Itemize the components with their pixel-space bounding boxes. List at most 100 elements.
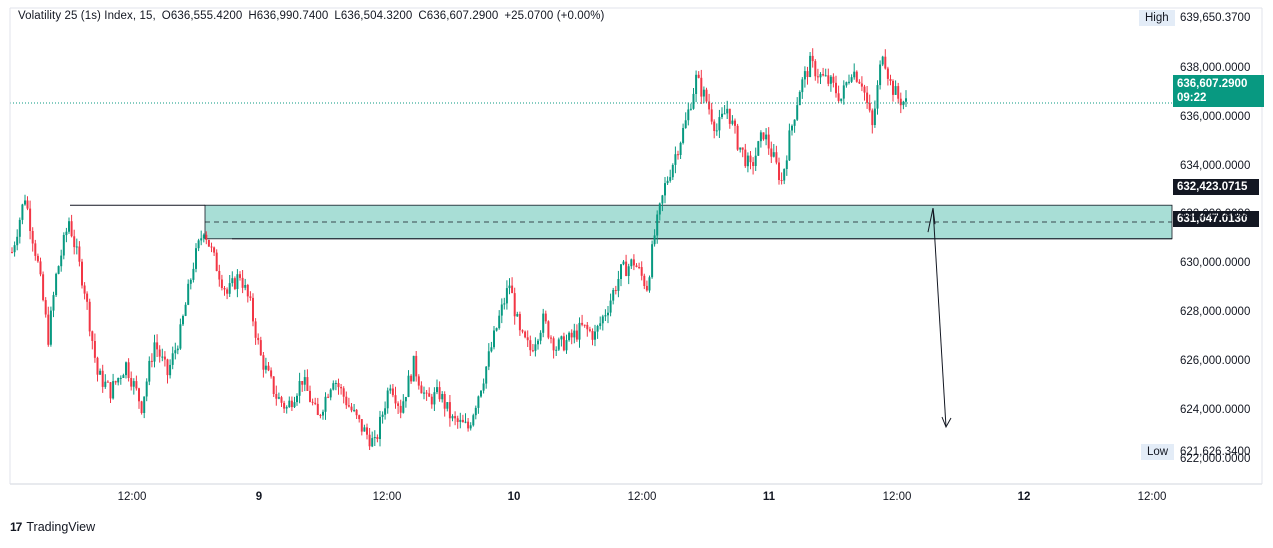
ohlc-legend: Volatility 25 (1s) Index, 15, O636,555.42…: [18, 10, 611, 22]
candle-body: [710, 109, 713, 122]
candle-body: [723, 113, 726, 115]
candle-body: [420, 385, 423, 394]
candle-body: [905, 98, 907, 102]
candle-body: [24, 200, 26, 205]
candle-body: [140, 401, 143, 413]
candle-body: [617, 279, 620, 291]
time-tick: 12:00: [117, 491, 147, 503]
candle-body: [280, 397, 283, 403]
candle-body: [119, 377, 122, 379]
candle-body: [550, 337, 552, 339]
candle-body: [816, 76, 819, 78]
candle-body: [358, 415, 361, 420]
candle-body: [438, 387, 441, 400]
candle-body: [886, 68, 889, 79]
high-value-label: 639,650.3700: [1180, 12, 1251, 24]
candle-body: [664, 183, 666, 196]
candle-body: [39, 261, 42, 275]
candle-body: [75, 246, 78, 248]
candle-body: [195, 248, 197, 269]
candle-body: [785, 160, 788, 169]
candle-body: [353, 409, 356, 411]
candle-body: [811, 55, 814, 62]
candle-body: [705, 89, 708, 102]
time-tick: 11: [762, 491, 776, 503]
time-tick: 12: [1017, 491, 1031, 503]
candle-body: [345, 396, 348, 406]
candle-body: [860, 83, 863, 87]
candle-body: [570, 332, 573, 338]
candle-body: [158, 349, 161, 357]
candle-body: [109, 382, 112, 399]
symbol-label: Volatility 25 (1s) Index, 15,: [18, 10, 156, 22]
candle-body: [309, 390, 311, 402]
candle-body: [824, 75, 827, 77]
candle-body: [627, 266, 630, 276]
candle-body: [301, 381, 304, 385]
candle-body: [391, 388, 394, 396]
candle-body: [814, 61, 817, 77]
candle-body: [363, 427, 366, 432]
candle-body: [752, 162, 755, 166]
candle-body: [568, 332, 571, 341]
candle-body: [620, 264, 622, 279]
candle-body: [544, 313, 547, 322]
candle-body: [47, 314, 50, 345]
candle-body: [469, 425, 472, 429]
candle-body: [692, 93, 695, 109]
time-tick: 12:00: [372, 491, 402, 503]
candle-body: [106, 381, 109, 383]
candle-body: [49, 310, 52, 345]
candle-body: [759, 132, 762, 142]
candle-body: [840, 98, 843, 101]
candle-body: [60, 255, 63, 267]
candle-body: [739, 147, 742, 150]
candle-body: [612, 290, 615, 301]
candle-body: [866, 92, 869, 103]
time-tick: 12:00: [1137, 491, 1167, 503]
candle-body: [314, 402, 317, 404]
candle-body: [855, 71, 858, 82]
candle-body: [285, 407, 288, 409]
candle-body: [871, 110, 874, 126]
candle-body: [376, 437, 379, 439]
candle-body: [674, 154, 677, 165]
candle-body: [316, 403, 319, 415]
candle-body: [809, 55, 812, 77]
candle-body: [171, 353, 174, 365]
candle-body: [474, 407, 477, 416]
low-tag: Low: [1141, 444, 1175, 460]
candle-body: [319, 415, 322, 416]
candle-body: [384, 408, 387, 415]
high-tag: High: [1139, 10, 1175, 26]
candle-body: [433, 392, 436, 405]
candle-body: [827, 75, 830, 84]
candle-body: [700, 77, 703, 97]
candle-body: [99, 370, 102, 375]
candle-body: [495, 328, 498, 331]
candle-body: [562, 336, 565, 351]
candle-body: [534, 344, 537, 351]
candle-body: [270, 370, 273, 377]
candle-body: [179, 324, 182, 349]
candle-body: [182, 316, 184, 325]
candle-body: [36, 255, 39, 262]
tradingview-brand[interactable]: 17 TradingView: [10, 520, 95, 534]
candle-body: [327, 396, 330, 398]
candle-body: [78, 246, 81, 262]
candle-body: [200, 238, 203, 241]
candle-body: [31, 231, 34, 244]
candle-body: [487, 351, 490, 367]
candle-body: [394, 395, 397, 404]
candle-body: [604, 315, 607, 317]
candle-body: [83, 285, 86, 294]
axes: [9, 7, 1263, 485]
candle-body: [143, 396, 146, 413]
candle-body: [241, 277, 244, 288]
candle-body: [630, 259, 633, 267]
candle-body: [565, 340, 568, 351]
countdown-timer: 09:22: [1177, 92, 1207, 104]
candle-body: [848, 81, 850, 83]
candle-body: [215, 252, 218, 271]
